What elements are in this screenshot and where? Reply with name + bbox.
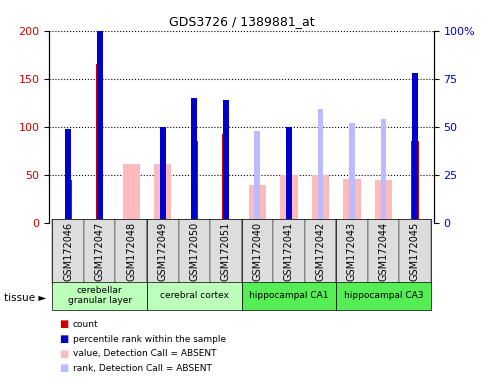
Text: cerebral cortex: cerebral cortex <box>160 291 229 300</box>
Text: ■: ■ <box>59 349 69 359</box>
Text: ■: ■ <box>59 319 69 329</box>
Bar <box>399 219 431 284</box>
Bar <box>343 179 360 223</box>
Text: GSM172043: GSM172043 <box>347 222 357 281</box>
Text: GSM172051: GSM172051 <box>221 222 231 281</box>
Bar <box>160 127 166 223</box>
Text: GSM172048: GSM172048 <box>126 222 136 281</box>
Bar <box>66 129 71 223</box>
Text: count: count <box>73 320 99 329</box>
Bar <box>242 282 336 310</box>
Text: percentile rank within the sample: percentile rank within the sample <box>73 334 226 344</box>
Text: GSM172050: GSM172050 <box>189 222 199 281</box>
Text: rank, Detection Call = ABSENT: rank, Detection Call = ABSENT <box>73 364 212 373</box>
Bar <box>52 282 147 310</box>
Bar <box>336 282 431 310</box>
Text: GSM172046: GSM172046 <box>63 222 73 281</box>
Text: GSM172044: GSM172044 <box>379 222 388 281</box>
Text: ■: ■ <box>59 334 69 344</box>
Bar <box>178 219 210 284</box>
Bar <box>52 219 84 284</box>
Title: GDS3726 / 1389881_at: GDS3726 / 1389881_at <box>169 15 315 28</box>
Bar <box>248 185 266 223</box>
Bar <box>280 175 297 223</box>
Text: GSM172045: GSM172045 <box>410 222 420 281</box>
Bar <box>97 31 103 223</box>
Text: tissue ►: tissue ► <box>4 293 47 303</box>
Bar <box>254 131 260 223</box>
Bar <box>412 73 418 223</box>
Bar <box>115 219 147 284</box>
Bar <box>286 127 292 223</box>
Text: hippocampal CA3: hippocampal CA3 <box>344 291 423 300</box>
Text: GSM172042: GSM172042 <box>316 222 325 281</box>
Bar <box>222 134 229 223</box>
Bar <box>317 109 323 223</box>
Bar <box>381 119 386 223</box>
Bar <box>242 219 273 284</box>
Bar <box>312 175 329 223</box>
Text: GSM172049: GSM172049 <box>158 222 168 281</box>
Bar <box>223 100 229 223</box>
Text: GSM172040: GSM172040 <box>252 222 262 281</box>
Bar <box>154 164 172 223</box>
Text: GSM172047: GSM172047 <box>95 222 105 281</box>
Bar <box>223 102 229 223</box>
Bar <box>191 141 198 223</box>
Text: GSM172041: GSM172041 <box>284 222 294 281</box>
Bar <box>147 282 242 310</box>
Text: cerebellar
granular layer: cerebellar granular layer <box>68 286 132 305</box>
Bar <box>411 141 419 223</box>
Bar <box>65 180 72 223</box>
Bar <box>273 219 305 284</box>
Bar <box>336 219 368 284</box>
Bar <box>210 219 242 284</box>
Bar <box>375 180 392 223</box>
Bar <box>191 98 197 223</box>
Bar <box>349 123 355 223</box>
Bar <box>84 219 115 284</box>
Text: ■: ■ <box>59 363 69 373</box>
Text: hippocampal CA1: hippocampal CA1 <box>249 291 329 300</box>
Bar <box>147 219 178 284</box>
Bar <box>368 219 399 284</box>
Bar <box>305 219 336 284</box>
Bar <box>123 164 140 223</box>
Text: value, Detection Call = ABSENT: value, Detection Call = ABSENT <box>73 349 216 358</box>
Bar <box>96 65 104 223</box>
